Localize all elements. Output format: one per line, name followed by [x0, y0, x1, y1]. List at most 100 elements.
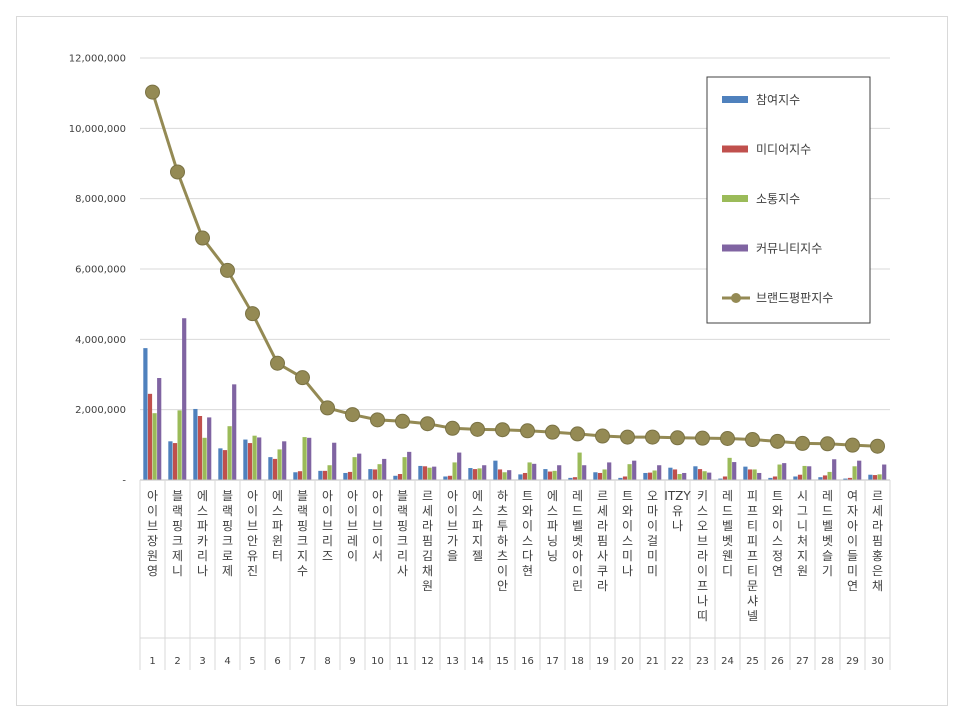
x-tick-label-part: 이 — [622, 519, 633, 533]
x-tick-label-part: 나 — [622, 564, 633, 578]
x-tick-label-part: 트 — [522, 489, 533, 503]
bar — [527, 462, 532, 480]
x-tick-label-part: 츠 — [497, 504, 508, 518]
x-tick-label-part: 서 — [372, 549, 383, 563]
line-series — [145, 84, 885, 454]
x-tick-label-part: 스 — [522, 534, 533, 548]
x-tick-label-part: 처 — [797, 534, 808, 548]
x-tick-label-part: 홍 — [872, 549, 883, 563]
bar — [432, 466, 437, 480]
bar — [497, 469, 503, 480]
bar — [857, 460, 862, 480]
x-tick-label-part: 크 — [397, 534, 408, 548]
bar — [468, 468, 473, 480]
line-point — [795, 435, 810, 451]
bar — [482, 465, 487, 480]
line-point — [420, 416, 435, 432]
x-tick-label-part: 브 — [347, 519, 358, 533]
bar — [522, 472, 528, 480]
x-tick-label-part: 와 — [622, 504, 633, 518]
line-point — [670, 430, 685, 446]
bar — [157, 378, 162, 480]
x-tick-label-part: 제 — [222, 564, 233, 578]
x-tick-label-part: 파 — [197, 519, 208, 533]
x-tick-label-part: ITZY — [664, 489, 691, 503]
bar — [297, 471, 303, 480]
bar — [493, 460, 498, 480]
bar — [443, 476, 448, 480]
rank-label: 27 — [796, 656, 809, 667]
x-tick-label-part: 스 — [472, 504, 483, 518]
x-tick-label-part: 드 — [572, 504, 583, 518]
bar — [718, 478, 723, 480]
bar — [202, 437, 207, 480]
bars — [143, 318, 887, 480]
bar — [372, 469, 378, 480]
x-tick-label-part: 트 — [622, 489, 633, 503]
x-tick-label-part: 리 — [322, 534, 333, 548]
line-point — [195, 230, 210, 246]
rank-label: 18 — [571, 656, 584, 667]
bar — [143, 348, 148, 480]
x-tick-label-part: 프 — [747, 549, 758, 563]
bar — [543, 469, 548, 480]
x-tick-label-part: 미 — [647, 564, 658, 578]
x-tick-label-part: 브 — [447, 519, 458, 533]
bar — [618, 477, 623, 480]
x-tick-label-part: 자 — [847, 504, 858, 518]
x-tick-label-part: 닝 — [547, 549, 558, 563]
x-tick-label-part: 브 — [147, 519, 158, 533]
x-tick-label-part: 라 — [872, 519, 883, 533]
bar — [268, 457, 273, 480]
x-tick-label-part: 랙 — [172, 504, 183, 518]
x-tick-label-part: 장 — [147, 534, 158, 548]
bar — [743, 466, 748, 480]
y-tick-label: - — [122, 476, 126, 487]
x-tick-label-part: 유 — [247, 549, 258, 563]
x-tick-label-part: 아 — [372, 489, 383, 503]
x-tick-label-part: 로 — [222, 549, 233, 563]
bar — [627, 464, 632, 480]
x-tick-label-part: 레 — [347, 534, 358, 548]
rank-label: 28 — [821, 656, 834, 667]
bar — [422, 466, 428, 480]
rank-label: 15 — [496, 656, 509, 667]
bar — [218, 448, 223, 480]
bar — [477, 468, 482, 480]
x-tick-label-part: 이 — [572, 564, 583, 578]
x-tick-label-part: 하 — [497, 534, 508, 548]
line-point — [345, 407, 360, 423]
legend-label: 미디어지수 — [756, 143, 811, 157]
y-axis: - 2,000,000 4,000,000 6,000,000 8,000,000 10,… — [69, 54, 127, 487]
bar — [532, 463, 537, 480]
bar — [257, 437, 262, 480]
x-axis: 아 이 브 장 원 영1블 랙 핑 크 제 니2에 스 파 카 리 나3블 랙 핑 크 로 제4아 이 브 안 유 진5에 스 파 윈 터… — [139, 479, 891, 670]
x-tick-label-part: 미 — [647, 549, 658, 563]
y-tick-label: 10,000,000 — [69, 124, 126, 135]
x-tick-label-part: 브 — [697, 534, 708, 548]
x-tick-label-part: 이 — [347, 504, 358, 518]
x-tick-label-part: 핑 — [222, 519, 233, 533]
x-tick-label-part: 핌 — [872, 534, 883, 548]
rank-label: 11 — [396, 656, 409, 667]
rank-label: 20 — [621, 656, 634, 667]
bar — [327, 465, 332, 480]
bar — [247, 443, 253, 480]
x-tick-label-part: 슬 — [822, 549, 833, 563]
x-tick-label-part: 에 — [197, 489, 208, 503]
bar — [407, 451, 412, 480]
bar — [568, 477, 573, 480]
x-tick-label-part: 쿠 — [597, 564, 608, 578]
bar — [343, 472, 348, 480]
x-tick-label-part: 이 — [347, 549, 358, 563]
bar — [593, 472, 598, 480]
line-point — [820, 436, 835, 452]
bar — [668, 467, 673, 480]
x-tick-label-part: 스 — [547, 504, 558, 518]
x-tick-label-part: 즈 — [322, 549, 333, 563]
